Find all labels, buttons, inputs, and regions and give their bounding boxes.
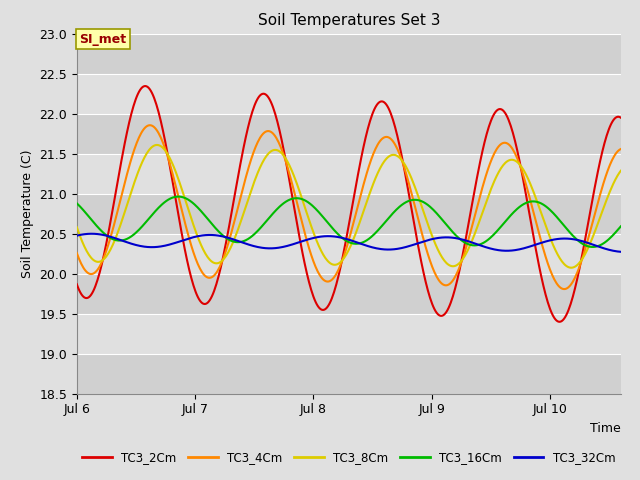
- TC3_16Cm: [174, 194, 182, 200]
- TC3_4Cm: [73, 250, 81, 256]
- Legend: TC3_2Cm, TC3_4Cm, TC3_8Cm, TC3_16Cm, TC3_32Cm: TC3_2Cm, TC3_4Cm, TC3_8Cm, TC3_16Cm, TC3…: [77, 446, 620, 469]
- TC3_32Cm: [332, 234, 340, 240]
- TC3_2Cm: [606, 124, 614, 130]
- Bar: [77, 313, 621, 354]
- TC3_2Cm: [73, 281, 81, 287]
- TC3_4Cm: [606, 162, 614, 168]
- TC3_4Cm: [146, 122, 154, 128]
- Line: TC3_2Cm: TC3_2Cm: [77, 86, 621, 322]
- Bar: [77, 274, 621, 313]
- TC3_4Cm: [336, 264, 344, 270]
- Line: TC3_4Cm: TC3_4Cm: [77, 125, 621, 289]
- Line: TC3_16Cm: TC3_16Cm: [77, 197, 621, 247]
- TC3_8Cm: [568, 265, 575, 271]
- TC3_4Cm: [369, 154, 376, 159]
- Title: Soil Temperatures Set 3: Soil Temperatures Set 3: [257, 13, 440, 28]
- TC3_32Cm: [398, 245, 406, 251]
- TC3_32Cm: [605, 247, 612, 252]
- Bar: [77, 154, 621, 193]
- Bar: [77, 34, 621, 73]
- Bar: [77, 73, 621, 114]
- TC3_2Cm: [332, 282, 340, 288]
- Text: SI_met: SI_met: [79, 33, 127, 46]
- TC3_8Cm: [332, 262, 340, 267]
- TC3_2Cm: [398, 153, 406, 158]
- TC3_16Cm: [606, 235, 614, 241]
- TC3_8Cm: [398, 157, 406, 163]
- TC3_2Cm: [141, 83, 149, 89]
- TC3_8Cm: [73, 224, 81, 230]
- TC3_16Cm: [73, 201, 81, 206]
- TC3_16Cm: [369, 233, 376, 239]
- TC3_4Cm: [332, 271, 340, 277]
- TC3_16Cm: [332, 229, 340, 235]
- TC3_2Cm: [556, 319, 564, 324]
- TC3_16Cm: [520, 201, 527, 207]
- Text: Time: Time: [590, 422, 621, 435]
- TC3_2Cm: [369, 111, 376, 117]
- Bar: [77, 354, 621, 394]
- TC3_8Cm: [520, 168, 527, 173]
- Y-axis label: Soil Temperature (C): Soil Temperature (C): [20, 149, 34, 278]
- TC3_8Cm: [154, 142, 161, 148]
- TC3_2Cm: [520, 180, 527, 186]
- TC3_4Cm: [617, 146, 625, 152]
- TC3_4Cm: [398, 157, 406, 163]
- Line: TC3_8Cm: TC3_8Cm: [77, 145, 621, 268]
- TC3_32Cm: [336, 234, 344, 240]
- Bar: [77, 234, 621, 274]
- Bar: [77, 114, 621, 154]
- Line: TC3_32Cm: TC3_32Cm: [77, 234, 621, 252]
- TC3_8Cm: [336, 260, 344, 266]
- TC3_32Cm: [88, 231, 96, 237]
- TC3_8Cm: [617, 168, 625, 174]
- Bar: [77, 193, 621, 234]
- TC3_2Cm: [336, 269, 344, 275]
- TC3_2Cm: [617, 115, 625, 120]
- TC3_32Cm: [617, 249, 625, 255]
- TC3_16Cm: [336, 233, 344, 239]
- TC3_16Cm: [589, 244, 596, 250]
- TC3_8Cm: [369, 183, 376, 189]
- TC3_4Cm: [560, 286, 568, 292]
- TC3_4Cm: [520, 174, 527, 180]
- TC3_16Cm: [617, 224, 625, 229]
- TC3_32Cm: [73, 233, 81, 239]
- TC3_32Cm: [369, 244, 376, 250]
- TC3_8Cm: [606, 189, 614, 194]
- TC3_32Cm: [520, 245, 527, 251]
- TC3_16Cm: [398, 202, 406, 208]
